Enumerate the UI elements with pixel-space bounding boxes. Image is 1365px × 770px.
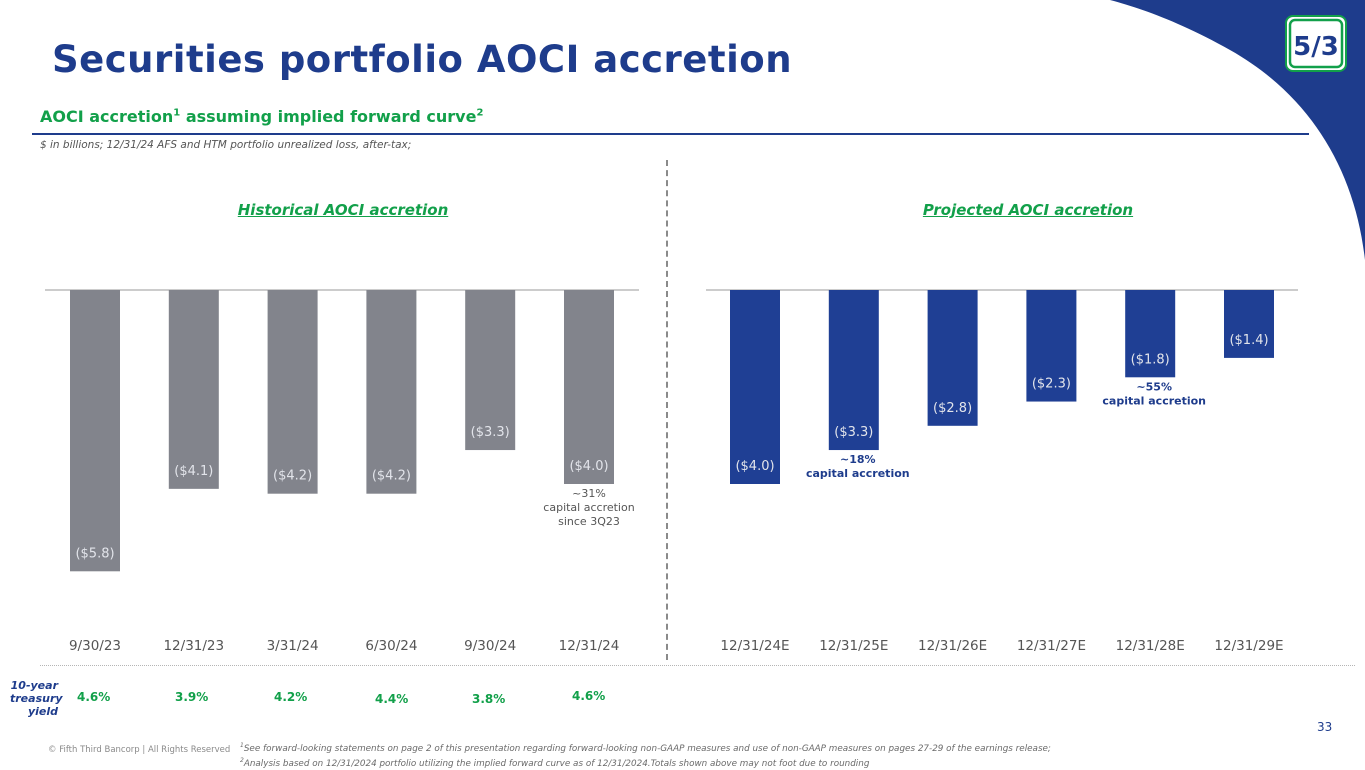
subtitle-main: AOCI accretion [40, 107, 174, 126]
projected-annotation-line: ~18% [840, 453, 876, 466]
historical-category-label: 12/31/24 [559, 638, 620, 654]
historical-bar [366, 290, 417, 494]
projected-bar-value-label: ($2.3) [1032, 377, 1071, 392]
projected-bar [828, 290, 879, 451]
projected-bar-value-label: ($1.8) [1131, 352, 1170, 367]
chart-subtitle: AOCI accretion1 assuming implied forward… [40, 107, 483, 126]
subtitle-footnote-1: 1 [173, 107, 181, 119]
treasury-yield-label: 10-year treasury yield [10, 679, 63, 718]
historical-bar-value-label: ($3.3) [471, 425, 510, 440]
historical-chart-title: Historical AOCI accretion [237, 201, 449, 219]
projected-annotation-line: ~55% [1136, 380, 1172, 393]
footnote-text-2: Analysis based on 12/31/2024 portfolio u… [243, 758, 870, 769]
page-number: 33 [1317, 720, 1333, 734]
projected-bar [1125, 290, 1176, 378]
projected-category-label: 12/31/25E [819, 638, 888, 654]
projected-category-label: 12/31/27E [1017, 638, 1086, 654]
historical-bar [168, 290, 219, 489]
copyright: © Fifth Third Bancorp | All Rights Reser… [48, 745, 231, 755]
projected-bar-value-label: ($2.8) [933, 401, 972, 416]
footnote-marker-1: 1 [240, 742, 244, 749]
projected-chart-title: Projected AOCI accretion [922, 201, 1134, 219]
fifth-third-logo: 5/3 [1285, 15, 1347, 72]
treasury-yield-value: 4.2% [274, 690, 308, 704]
footnote: 1See forward-looking statements on page … [240, 740, 1060, 770]
treasury-yield-value: 4.4% [375, 692, 409, 706]
subtitle-mid: assuming implied forward curve [180, 107, 477, 126]
subtitle-footnote-2: 2 [476, 107, 484, 119]
historical-bar-value-label: ($4.2) [372, 469, 411, 484]
treasury-yield-value: 4.6% [572, 689, 606, 703]
svg-text:5/3: 5/3 [1293, 32, 1339, 62]
projected-category-label: 12/31/28E [1116, 638, 1185, 654]
footnote-text-1: See forward-looking statements on page 2… [243, 743, 1051, 754]
historical-bar-value-label: ($4.1) [174, 464, 213, 479]
treasury-yield-value: 3.8% [472, 692, 506, 706]
historical-bar [70, 290, 120, 572]
projected-bar [927, 290, 978, 426]
treasury-label-line: treasury [10, 692, 63, 705]
projected-category-label: 12/31/24E [720, 638, 789, 654]
treasury-yield-value: 4.6% [77, 690, 111, 704]
historical-bar-value-label: ($4.2) [273, 469, 312, 484]
panel-divider [666, 160, 668, 660]
projected-bar-value-label: ($3.3) [834, 425, 873, 440]
footnote-marker-2: 2 [240, 756, 244, 764]
projected-category-label: 12/31/29E [1214, 638, 1283, 654]
historical-bar-value-label: ($5.8) [75, 546, 114, 561]
projected-bar-value-label: ($1.4) [1229, 333, 1268, 348]
historical-annotation-line: since 3Q23 [558, 515, 620, 528]
historical-bar [465, 290, 516, 451]
historical-category-label: 9/30/24 [464, 638, 516, 654]
projected-bar [1224, 290, 1274, 358]
historical-bar [267, 290, 318, 494]
treasury-label-line: 10-year [10, 679, 58, 692]
historical-category-label: 3/31/24 [267, 638, 319, 654]
units-note: $ in billions; 12/31/24 AFS and HTM port… [40, 139, 412, 151]
historical-bar-value-label: ($4.0) [569, 459, 608, 474]
projected-category-label: 12/31/26E [918, 638, 987, 654]
treasury-label-line: yield [27, 705, 58, 718]
historical-bar [564, 290, 614, 484]
historical-annotation-line: ~31% [572, 487, 606, 500]
treasury-yield-value: 3.9% [175, 690, 209, 704]
projected-annotation-line: capital accretion [1102, 394, 1206, 407]
historical-annotation-line: capital accretion [543, 501, 634, 514]
page-title: Securities portfolio AOCI accretion [52, 38, 793, 81]
projected-annotation-line: capital accretion [806, 467, 910, 480]
treasury-separator [40, 665, 1355, 666]
header-rule [32, 133, 1309, 135]
projected-bar [730, 290, 780, 484]
historical-category-label: 12/31/23 [163, 638, 224, 654]
projected-bar [1026, 290, 1077, 402]
historical-category-label: 6/30/24 [365, 638, 417, 654]
historical-category-label: 9/30/23 [69, 638, 121, 654]
projected-bar-value-label: ($4.0) [735, 459, 774, 474]
